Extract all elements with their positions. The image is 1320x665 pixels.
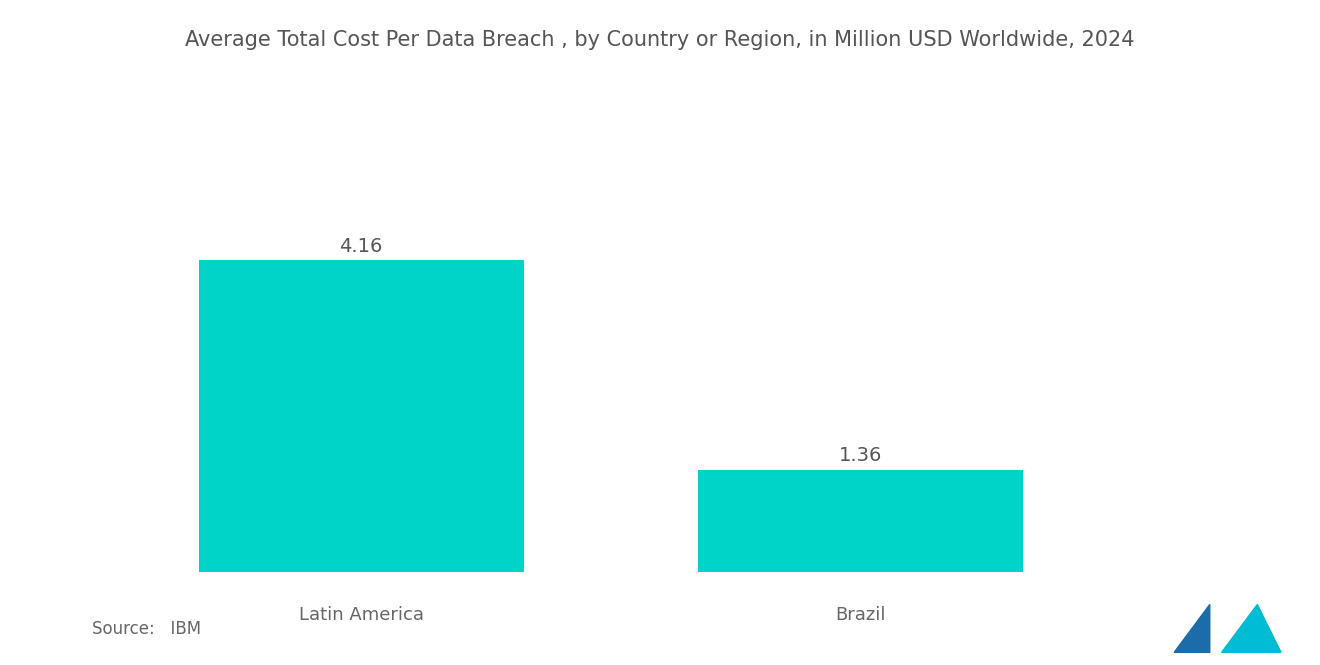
Text: Brazil: Brazil <box>836 606 886 624</box>
Text: Source:   IBM: Source: IBM <box>92 620 202 638</box>
Polygon shape <box>1175 604 1209 652</box>
Text: Latin America: Latin America <box>298 606 424 624</box>
Polygon shape <box>1222 604 1280 652</box>
Text: 4.16: 4.16 <box>339 237 383 255</box>
Bar <box>198 260 524 572</box>
Text: Average Total Cost Per Data Breach , by Country or Region, in Million USD Worldw: Average Total Cost Per Data Breach , by … <box>185 30 1135 50</box>
Bar <box>698 470 1023 572</box>
Text: 1.36: 1.36 <box>840 446 882 466</box>
